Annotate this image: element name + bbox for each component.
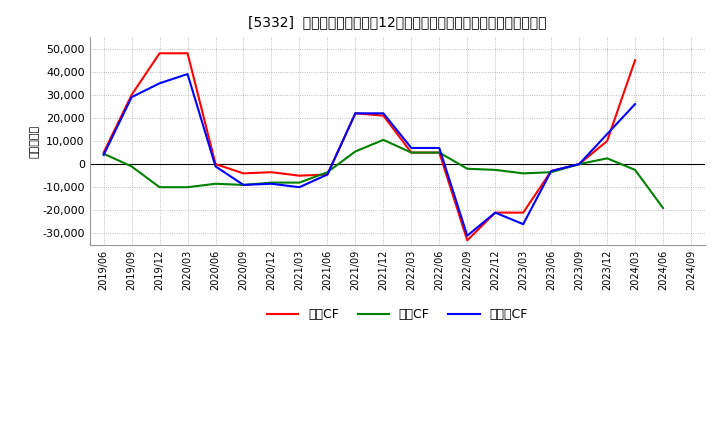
投資CF [407,150,415,155]
営業CF [183,51,192,56]
フリーCF [183,71,192,77]
フリーCF [295,184,304,190]
フリーCF [407,145,415,150]
投資CF [659,205,667,211]
Legend: 営業CF, 投資CF, フリーCF: 営業CF, 投資CF, フリーCF [261,303,533,326]
営業CF [407,150,415,155]
営業CF [519,210,528,215]
フリーCF [435,145,444,150]
投資CF [267,180,276,185]
営業CF [379,113,387,118]
投資CF [575,161,583,167]
Line: 投資CF: 投資CF [104,140,663,208]
投資CF [239,182,248,187]
投資CF [547,169,556,175]
フリーCF [603,132,611,137]
投資CF [631,167,639,172]
営業CF [127,92,136,98]
投資CF [435,150,444,155]
営業CF [575,161,583,167]
投資CF [603,156,611,161]
営業CF [99,150,108,155]
Line: 営業CF: 営業CF [104,53,635,240]
フリーCF [156,81,164,86]
フリーCF [519,221,528,227]
フリーCF [239,182,248,187]
フリーCF [575,161,583,167]
営業CF [295,173,304,178]
営業CF [631,58,639,63]
フリーCF [631,102,639,107]
営業CF [491,210,500,215]
フリーCF [351,111,360,116]
投資CF [323,169,332,175]
投資CF [463,166,472,172]
投資CF [156,184,164,190]
Y-axis label: （百万円）: （百万円） [30,125,40,158]
投資CF [127,164,136,169]
投資CF [99,151,108,156]
営業CF [323,172,332,177]
Title: [5332]  キャッシュフローの12か月移動合計の対前年同期増減額の推移: [5332] キャッシュフローの12か月移動合計の対前年同期増減額の推移 [248,15,546,29]
フリーCF [323,172,332,177]
営業CF [603,139,611,144]
投資CF [183,184,192,190]
営業CF [435,150,444,155]
フリーCF [463,233,472,238]
投資CF [351,149,360,154]
Line: フリーCF: フリーCF [104,74,635,236]
投資CF [211,181,220,187]
フリーCF [267,181,276,187]
フリーCF [99,152,108,158]
営業CF [267,169,276,175]
営業CF [547,169,556,174]
フリーCF [211,164,220,169]
フリーCF [491,210,500,215]
投資CF [491,167,500,172]
フリーCF [547,169,556,174]
フリーCF [127,95,136,100]
投資CF [519,171,528,176]
投資CF [295,180,304,185]
営業CF [156,51,164,56]
投資CF [379,137,387,143]
営業CF [351,111,360,116]
フリーCF [379,111,387,116]
営業CF [211,161,220,167]
営業CF [463,238,472,243]
営業CF [239,171,248,176]
